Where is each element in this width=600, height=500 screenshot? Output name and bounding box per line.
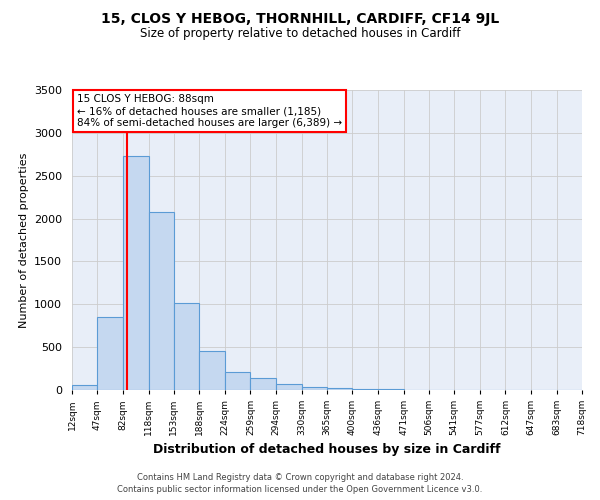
Bar bbox=[97, 317, 122, 390]
Bar bbox=[225, 372, 250, 390]
Bar bbox=[72, 386, 97, 390]
Text: Contains public sector information licensed under the Open Government Licence v3: Contains public sector information licen… bbox=[118, 485, 482, 494]
Bar bbox=[327, 388, 352, 390]
Text: Size of property relative to detached houses in Cardiff: Size of property relative to detached ho… bbox=[140, 28, 460, 40]
Bar bbox=[302, 388, 327, 390]
Text: Contains HM Land Registry data © Crown copyright and database right 2024.: Contains HM Land Registry data © Crown c… bbox=[137, 472, 463, 482]
Bar bbox=[122, 156, 149, 390]
Text: 15 CLOS Y HEBOG: 88sqm
← 16% of detached houses are smaller (1,185)
84% of semi-: 15 CLOS Y HEBOG: 88sqm ← 16% of detached… bbox=[77, 94, 342, 128]
Bar bbox=[199, 352, 225, 390]
Bar bbox=[250, 378, 276, 390]
Text: Distribution of detached houses by size in Cardiff: Distribution of detached houses by size … bbox=[153, 442, 501, 456]
Bar bbox=[378, 389, 404, 390]
Bar bbox=[174, 304, 199, 390]
Text: 15, CLOS Y HEBOG, THORNHILL, CARDIFF, CF14 9JL: 15, CLOS Y HEBOG, THORNHILL, CARDIFF, CF… bbox=[101, 12, 499, 26]
Bar bbox=[352, 388, 378, 390]
Bar bbox=[276, 384, 302, 390]
Y-axis label: Number of detached properties: Number of detached properties bbox=[19, 152, 29, 328]
Bar bbox=[149, 212, 174, 390]
